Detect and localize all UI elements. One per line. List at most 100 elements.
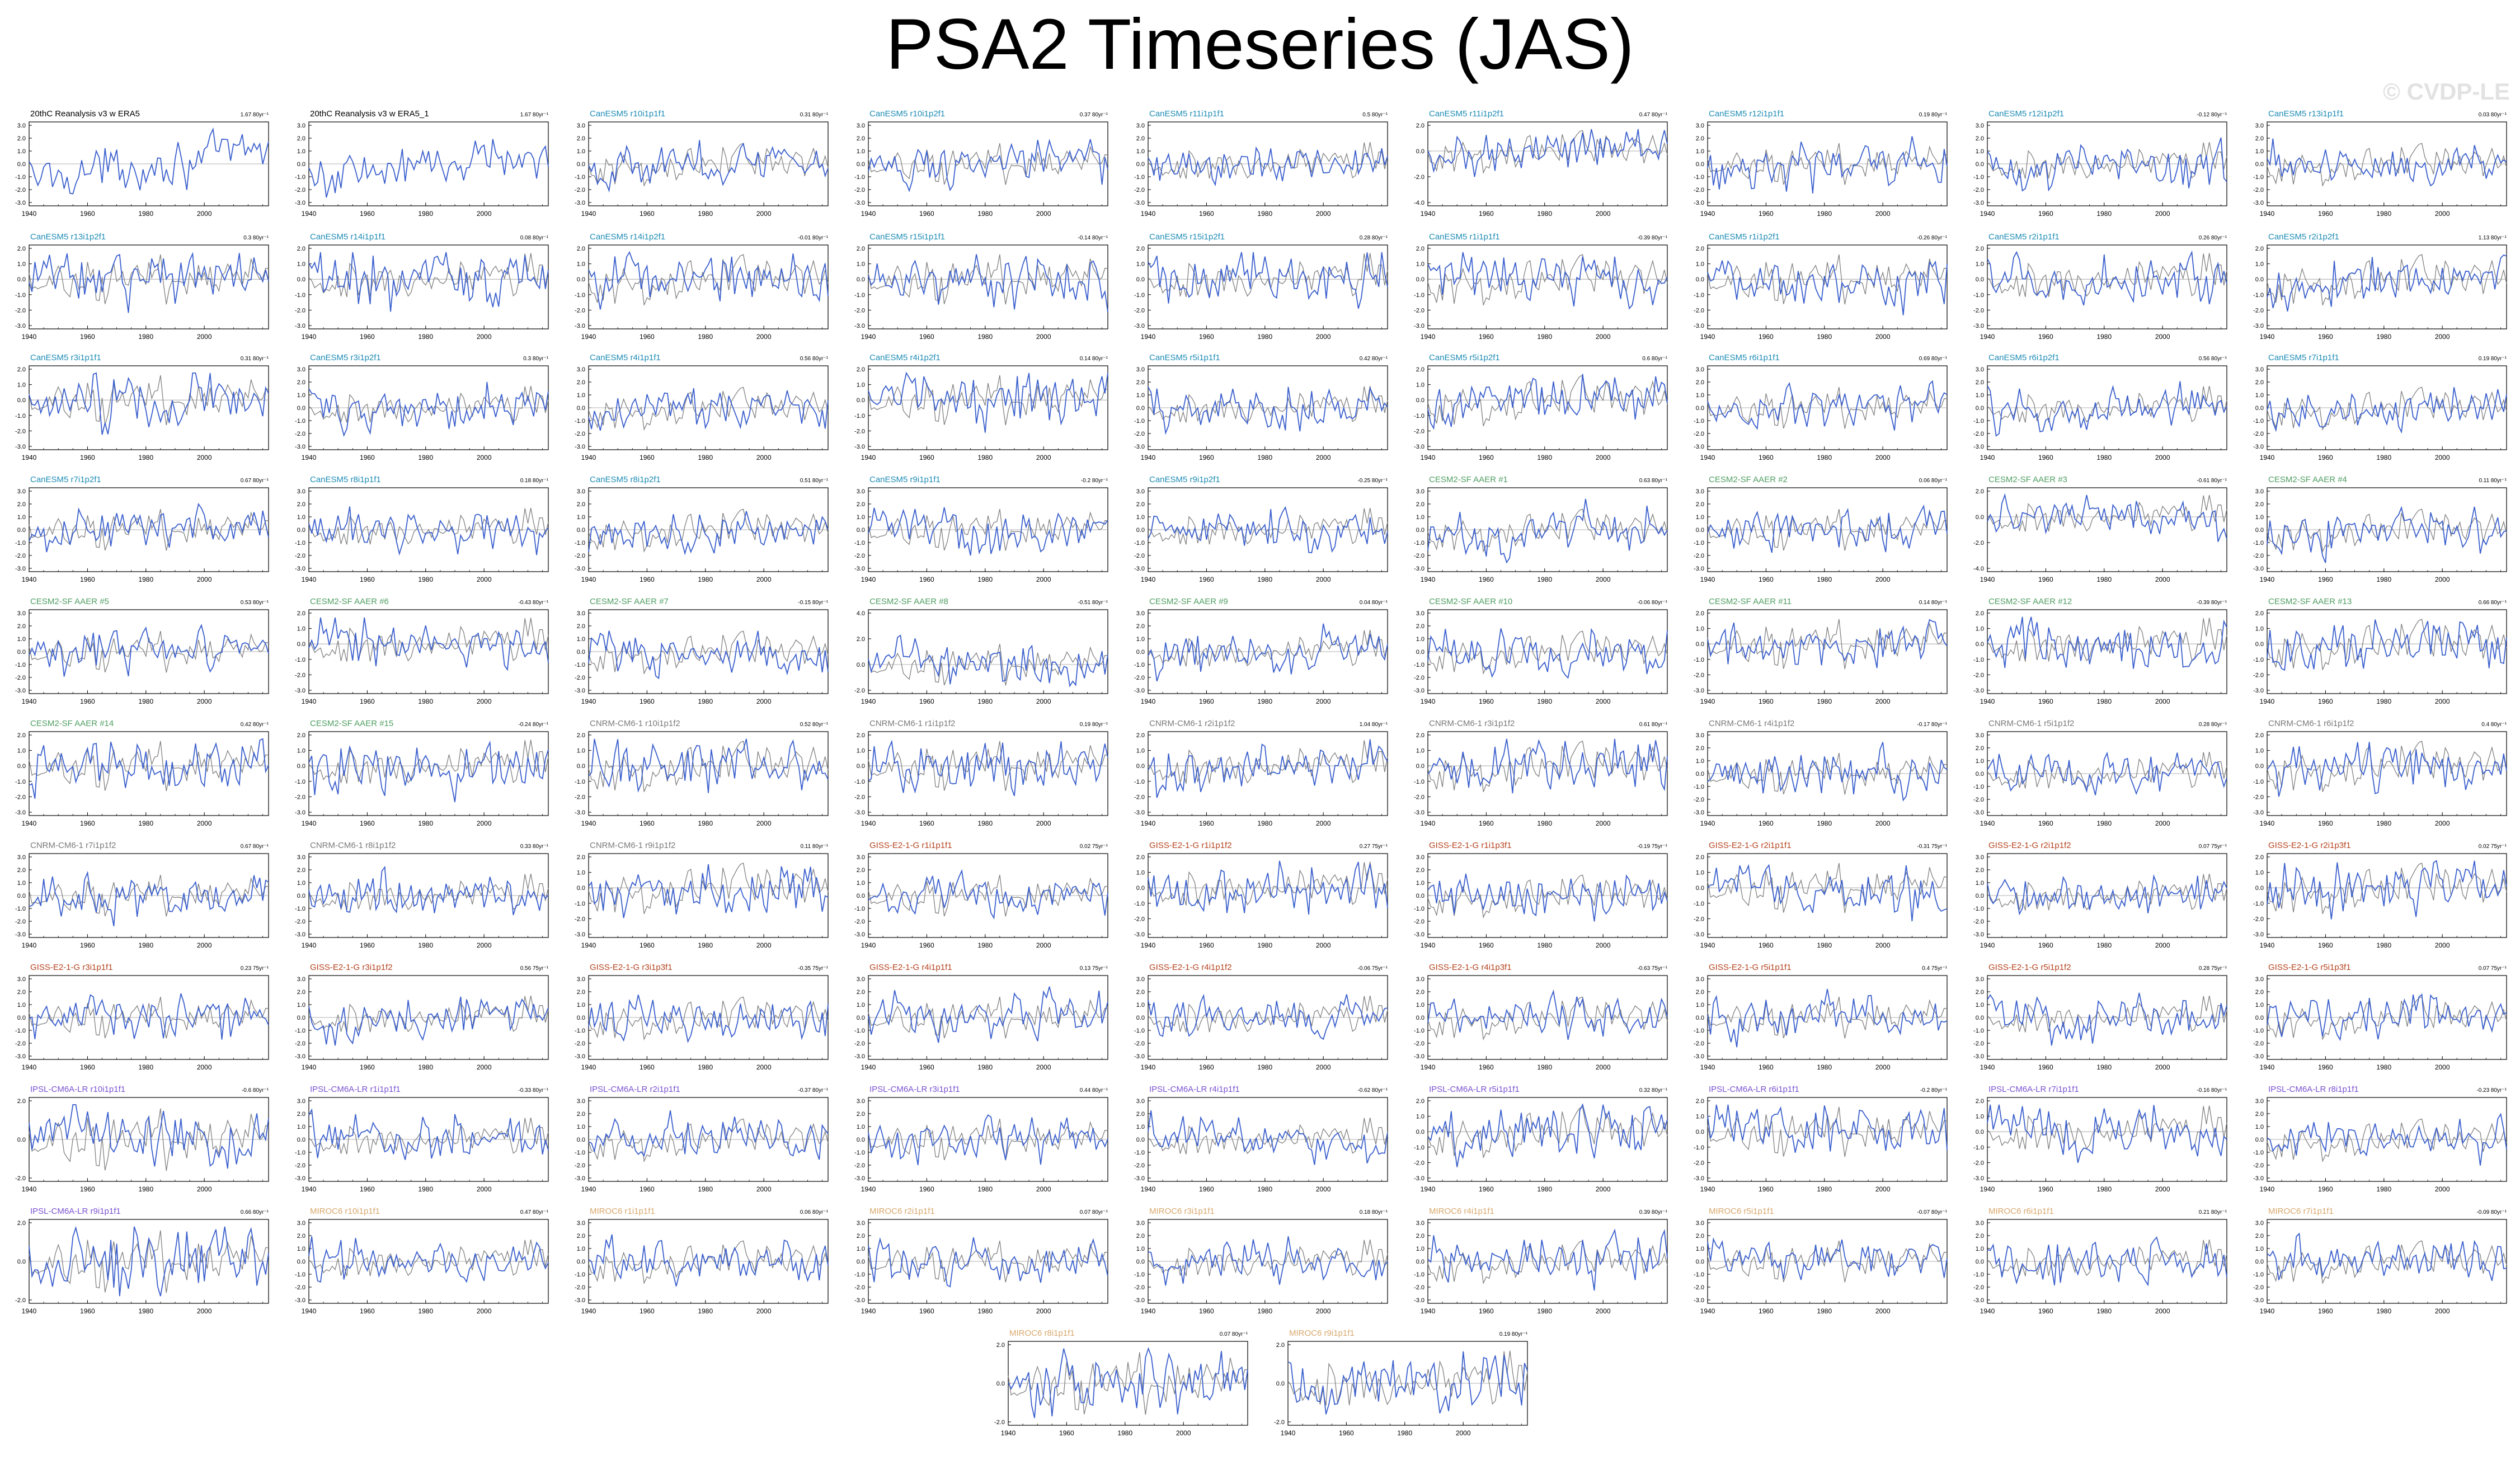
member-series-line (588, 738, 829, 793)
panel-trend: -0.15 80yr⁻¹ (798, 600, 828, 606)
panel: CNRM-CM6-1 r7i1p1f2 0.67 80yr⁻¹ 3.0 2.0 1.0 0… (15, 841, 269, 949)
panel-trend: 0.03 80yr⁻¹ (2479, 112, 2507, 118)
panel-title: CanESM5 r12i1p1f1 (1709, 109, 1784, 119)
panel: CanESM5 r3i1p1f1 0.31 80yr⁻¹ 2.0 1.0 0.0 -1.0… (15, 353, 269, 461)
panel-trend: 0.19 80yr⁻¹ (1499, 1331, 1528, 1337)
panel-trend: -0.16 80yr⁻¹ (2197, 1087, 2227, 1094)
x-tick-label: 2000 (1036, 1307, 1051, 1315)
x-tick-label: 1980 (138, 819, 153, 827)
reference-series-line (1148, 995, 1388, 1033)
y-tick-label: -1.0 (1973, 174, 1984, 181)
y-tick-label: 2.0 (857, 989, 865, 996)
x-tick-label: 1960 (640, 819, 655, 827)
y-tick-label: -3.0 (1414, 1053, 1424, 1060)
x-tick-label: 1940 (2260, 941, 2275, 949)
member-series-line (868, 869, 1108, 920)
x-tick-label: 2000 (1875, 819, 1891, 827)
panel-title: CESM2-SF AAER #8 (869, 597, 948, 606)
y-tick-label: 3.0 (1416, 610, 1424, 617)
y-tick-label: 1.0 (1976, 758, 1984, 765)
x-tick-label: 1960 (1479, 1307, 1494, 1315)
panel: GISS-E2-1-G r1i1p1f1 0.02 75yr⁻¹ 3.0 2.0 1.0… (854, 841, 1108, 949)
panel-title: CESM2-SF AAER #1 (1429, 475, 1508, 484)
y-tick-label: -1.0 (1414, 662, 1424, 668)
panel-frame (1987, 244, 2227, 329)
y-tick-label: -1.0 (854, 1149, 865, 1156)
panel: GISS-E2-1-G r2i1p1f2 0.07 75yr⁻¹ 3.0 2.0 1.0… (1973, 841, 2227, 949)
y-tick-label: -2.0 (575, 553, 585, 559)
y-tick-label: 0.0 (1976, 1259, 1984, 1265)
x-tick-label: 1940 (22, 1063, 37, 1071)
panel-trend: 0.13 75yr⁻¹ (1080, 965, 1108, 972)
x-tick-label: 1960 (1199, 941, 1214, 949)
panel-trend: -0.25 80yr⁻¹ (1357, 478, 1388, 484)
x-tick-label: 1980 (418, 1185, 433, 1193)
x-tick-label: 1940 (581, 454, 596, 461)
reference-series-line (29, 375, 269, 426)
y-tick-label: -3.0 (1134, 566, 1145, 572)
y-tick-label: 0.0 (1416, 527, 1424, 534)
x-tick-label: 1940 (1141, 210, 1156, 218)
panel-trend: 0.28 80yr⁻¹ (1360, 235, 1388, 241)
x-tick-label: 1980 (977, 210, 993, 218)
y-tick-label: 2.0 (297, 610, 305, 617)
member-series-line (29, 252, 269, 313)
y-tick-label: -1.0 (2253, 1271, 2264, 1278)
y-tick-label: 1.0 (17, 148, 26, 155)
panel-frame (1427, 365, 1668, 450)
panel: GISS-E2-1-G r3i1p1f1 0.23 75yr⁻¹ 3.0 2.0 1.0… (15, 963, 269, 1071)
x-tick-label: 2000 (2155, 210, 2170, 218)
panel-frame (2267, 853, 2507, 938)
y-tick-label: -2.0 (854, 1162, 865, 1169)
y-tick-label: 0.0 (1976, 1015, 1984, 1021)
y-tick-label: -1.0 (2253, 292, 2264, 299)
panel-title: CanESM5 r14i1p1f1 (310, 232, 385, 242)
panel-title: CNRM-CM6-1 r2i1p1f2 (1149, 719, 1235, 728)
x-tick-label: 1960 (80, 576, 95, 583)
y-tick-label: -3.0 (1414, 566, 1424, 572)
panel: MIROC6 r7i1p1f1 -0.09 80yr⁻¹ 3.0 2.0 1.0 0.0 -… (2253, 1207, 2507, 1315)
x-tick-label: 2000 (1176, 1429, 1191, 1437)
x-tick-label: 1980 (138, 698, 153, 705)
y-tick-label: 2.0 (1136, 732, 1145, 739)
x-tick-label: 1940 (302, 1307, 317, 1315)
x-tick-label: 1940 (1700, 941, 1715, 949)
y-tick-label: 0.0 (1136, 527, 1145, 534)
panel-title: MIROC6 r3i1p1f1 (1149, 1207, 1215, 1216)
y-tick-label: 1.0 (1136, 748, 1145, 755)
reference-series-line (2267, 863, 2507, 914)
y-tick-label: -2.0 (854, 307, 865, 314)
y-tick-label: 0.0 (1136, 763, 1145, 770)
panel-title: GISS-E2-1-G r4i1p3f1 (1429, 963, 1512, 972)
y-tick-label: -2.0 (295, 1040, 305, 1047)
x-tick-label: 1960 (1199, 333, 1214, 341)
y-tick-label: -1.0 (854, 1028, 865, 1034)
x-tick-label: 2000 (1875, 333, 1891, 341)
y-tick-label: -1.0 (2253, 901, 2264, 907)
y-tick-label: 0.0 (1136, 1015, 1145, 1021)
reference-series-line (2267, 1240, 2507, 1285)
x-tick-label: 1980 (2376, 1185, 2391, 1193)
panel-title: GISS-E2-1-G r3i1p1f2 (310, 963, 393, 972)
reference-series-line (1427, 1106, 1668, 1158)
y-tick-label: -2.0 (1414, 1284, 1424, 1291)
y-tick-label: -1.0 (1973, 906, 1984, 912)
member-series-line (1148, 146, 1388, 187)
x-tick-label: 1940 (1421, 941, 1436, 949)
x-tick-label: 1980 (2096, 210, 2112, 218)
y-tick-label: 1.0 (2255, 870, 2264, 877)
reference-series-line (308, 739, 549, 784)
x-tick-label: 1980 (138, 1063, 153, 1071)
x-tick-label: 1960 (1759, 333, 1774, 341)
panel-frame (308, 731, 549, 816)
x-tick-label: 2000 (1316, 1307, 1331, 1315)
x-tick-label: 1960 (360, 1307, 375, 1315)
y-tick-label: 3.0 (2255, 1220, 2264, 1227)
y-tick-label: 1.0 (577, 514, 585, 521)
panel-trend: 0.53 80yr⁻¹ (241, 600, 269, 606)
panel-title: GISS-E2-1-G r2i1p1f2 (1988, 841, 2071, 850)
y-tick-label: -2.0 (1973, 540, 1984, 546)
panel-trend: -0.43 80yr⁻¹ (518, 600, 548, 606)
x-tick-label: 1960 (360, 454, 375, 461)
